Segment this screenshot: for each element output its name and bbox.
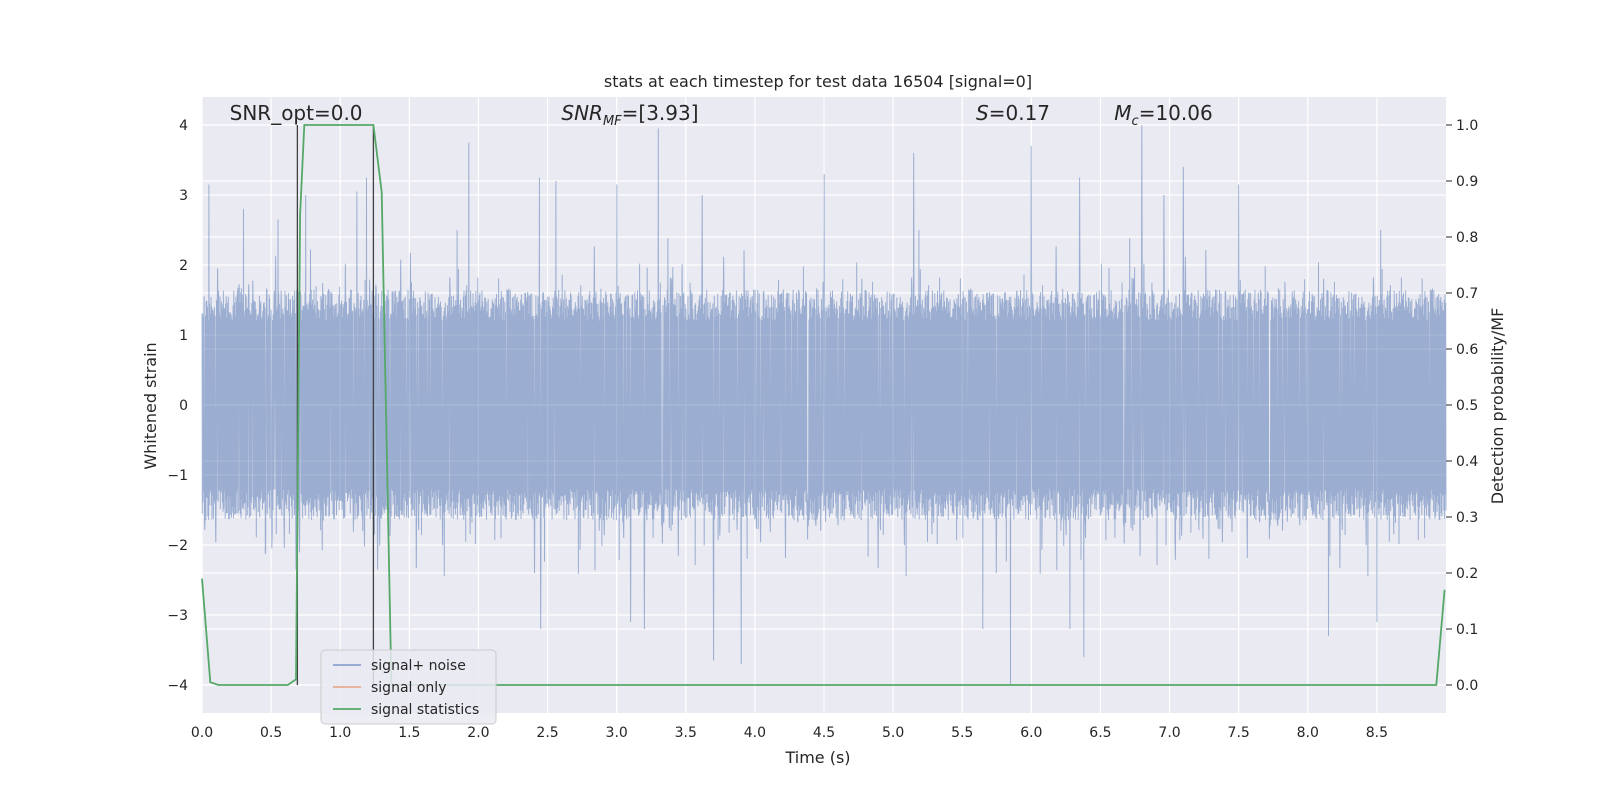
x-tick-label: 8.5 bbox=[1366, 725, 1388, 741]
x-tick-label: 3.5 bbox=[675, 725, 697, 741]
x-tick-label: 4.0 bbox=[744, 725, 766, 741]
x-tick-label: 2.0 bbox=[467, 725, 489, 741]
series-signal-statistics bbox=[201, 124, 1446, 686]
x-tick-label: 4.5 bbox=[813, 725, 835, 741]
y2-tick-label: 0.4 bbox=[1456, 454, 1478, 470]
annotation-text: S=0.17 bbox=[976, 101, 1050, 125]
y2-tick-label: 0.6 bbox=[1456, 342, 1478, 358]
chart-title: stats at each timestep for test data 165… bbox=[604, 72, 1032, 91]
y2-tick-label: 0.2 bbox=[1456, 566, 1478, 582]
y2-tick-label: 1.0 bbox=[1456, 118, 1478, 134]
y2-tick-label: 0.0 bbox=[1456, 678, 1478, 694]
y2-axis-label: Detection probability/MF bbox=[1488, 308, 1507, 505]
annotation-text: SNR_opt=0.0 bbox=[230, 101, 363, 125]
x-tick-label: 5.0 bbox=[882, 725, 904, 741]
annotations: SNR_opt=0.0 SNRMF=[3.93] S=0.17 Mc=10.06 bbox=[230, 101, 1213, 129]
y2-tick-label: 0.1 bbox=[1456, 622, 1478, 638]
x-tick-label: 7.5 bbox=[1228, 725, 1250, 741]
annotation-text: SNRMF=[3.93] bbox=[561, 101, 698, 129]
y-tick-label: 4 bbox=[179, 118, 188, 134]
x-axis-ticks: 0.0 0.5 1.0 1.5 2.0 2.5 3.0 3.5 4.0 4.5 5.0 5.5 6.0 6… bbox=[191, 725, 1388, 741]
legend-entry-label: signal only bbox=[371, 680, 446, 696]
x-tick-label: 8.0 bbox=[1297, 725, 1319, 741]
y-tick-label: 3 bbox=[179, 188, 188, 204]
x-tick-label: 6.5 bbox=[1089, 725, 1111, 741]
y2-tick-label: 0.9 bbox=[1456, 174, 1478, 190]
y-tick-label: 0 bbox=[179, 398, 188, 414]
y-tick-label: 1 bbox=[179, 328, 188, 344]
x-axis-label: Time (s) bbox=[784, 748, 850, 767]
y2-axis-ticks: 0.0 0.1 0.2 0.3 0.4 0.5 0.6 0.7 0.8 0.9 1.0 bbox=[1446, 118, 1478, 694]
y-axis-label: Whitened strain bbox=[141, 342, 160, 469]
legend-entry-label: signal+ noise bbox=[371, 658, 466, 674]
x-tick-label: 2.5 bbox=[536, 725, 558, 741]
x-tick-label: 3.0 bbox=[606, 725, 628, 741]
y-tick-label: −3 bbox=[167, 608, 188, 624]
y2-tick-label: 0.7 bbox=[1456, 286, 1478, 302]
legend-box bbox=[320, 649, 497, 725]
y-axis-ticks: −4 −3 −2 −1 0 1 2 3 4 bbox=[167, 118, 188, 694]
y-tick-label: −2 bbox=[167, 538, 188, 554]
signal-statistics-line bbox=[201, 124, 1446, 686]
y2-tick-label: 0.8 bbox=[1456, 230, 1478, 246]
x-tick-label: 1.5 bbox=[398, 725, 420, 741]
y2-tick-label: 0.5 bbox=[1456, 398, 1478, 414]
legend: signal+ noise signal only signal statistic… bbox=[320, 649, 497, 725]
x-tick-label: 6.0 bbox=[1020, 725, 1042, 741]
x-tick-label: 0.5 bbox=[260, 725, 282, 741]
x-tick-label: 0.0 bbox=[191, 725, 213, 741]
x-tick-label: 1.0 bbox=[329, 725, 351, 741]
x-tick-label: 5.5 bbox=[951, 725, 973, 741]
legend-entry-label: signal statistics bbox=[371, 702, 479, 718]
y2-tick-label: 0.3 bbox=[1456, 510, 1478, 526]
y-tick-label: 2 bbox=[179, 258, 188, 274]
y-tick-label: −4 bbox=[167, 678, 188, 694]
x-tick-label: 7.0 bbox=[1158, 725, 1180, 741]
y-tick-label: −1 bbox=[167, 468, 188, 484]
annotation-text: Mc=10.06 bbox=[1114, 101, 1212, 129]
signal-plus-noise-line bbox=[201, 124, 1447, 686]
series-signal-plus-noise bbox=[201, 124, 1447, 686]
